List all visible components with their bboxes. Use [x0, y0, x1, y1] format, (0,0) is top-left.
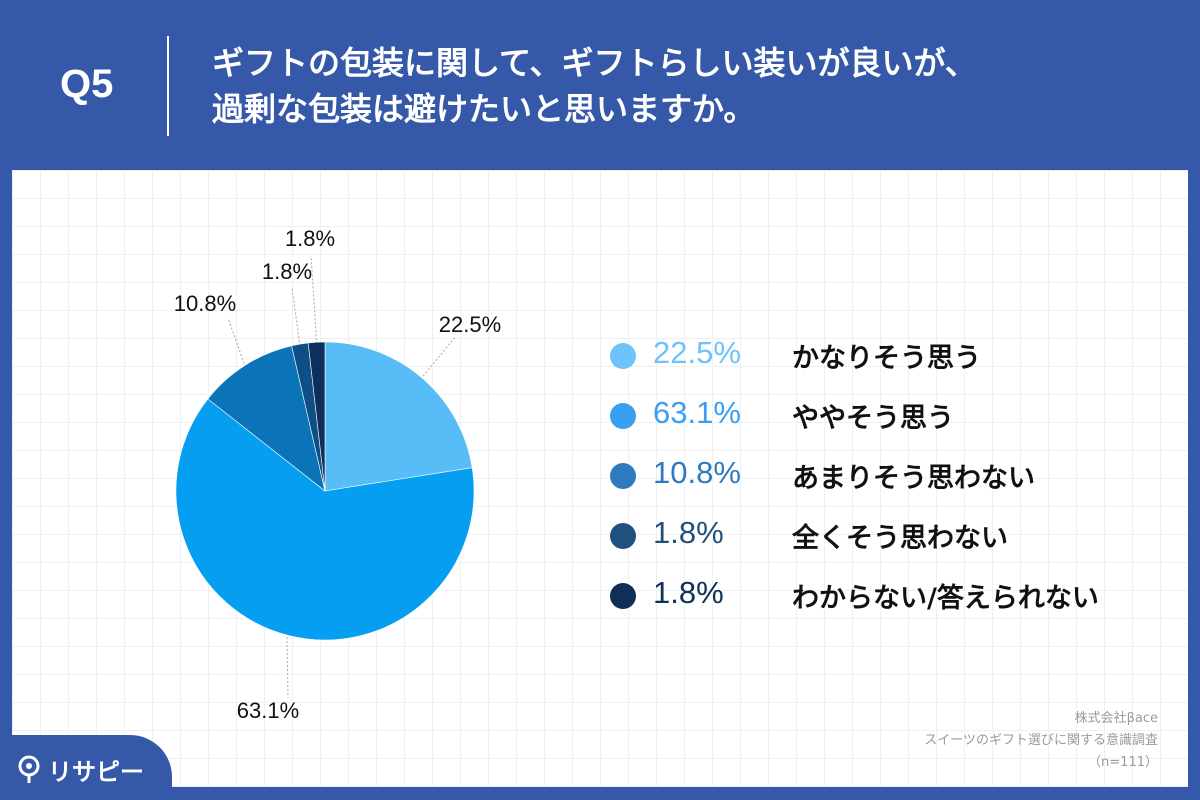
legend-item: 10.8% あまりそう思わない [610, 450, 1170, 510]
data-label: 10.8% [174, 291, 236, 316]
legend-dot-icon [610, 583, 636, 609]
leader-line [227, 317, 245, 364]
legend-percent: 10.8% [653, 455, 741, 490]
source-note: 株式会社βace スイーツのギフト選びに関する意識調査 （n=111） [924, 708, 1158, 774]
source-survey: スイーツのギフト選びに関する意識調査 [924, 733, 1158, 748]
source-company: 株式会社βace [1074, 711, 1158, 726]
legend-item: 63.1% ややそう思う [610, 390, 1170, 450]
legend-item: 22.5% かなりそう思う [610, 330, 1170, 390]
legend-dot-icon [610, 523, 636, 549]
legend-dot-icon [610, 343, 636, 369]
source-sample-size: （n=111） [1088, 755, 1158, 770]
legend-item: 1.8% わからない/答えられない [610, 570, 1170, 630]
data-label: 22.5% [439, 312, 501, 337]
logo-text: リサピー [48, 758, 144, 786]
legend-item: 1.8% 全くそう思わない [610, 510, 1170, 570]
question-title-line1: ギフトの包装に関して、ギフトらしい装いが良いが、 [212, 44, 977, 82]
legend-percent: 22.5% [653, 335, 741, 370]
header: Q5 ギフトの包装に関して、ギフトらしい装いが良いが、 過剰な包装は避けたいと思… [0, 0, 1200, 170]
legend-dot-icon [610, 403, 636, 429]
pie-slice [207, 345, 326, 492]
legend: 22.5% かなりそう思う 63.1% ややそう思う 10.8% あまりそう思わ… [610, 330, 1170, 630]
pie-slice [175, 398, 475, 641]
pin-icon [18, 755, 40, 783]
legend-label: 全くそう思わない [792, 523, 1008, 554]
legend-label: わからない/答えられない [792, 583, 1099, 614]
data-label: 63.1% [237, 698, 299, 723]
leader-line [286, 637, 289, 699]
leader-line [422, 335, 457, 377]
legend-dot-icon [610, 463, 636, 489]
legend-label: かなりそう思う [792, 343, 981, 374]
legend-percent: 63.1% [653, 395, 741, 430]
legend-percent: 1.8% [653, 575, 724, 610]
pie-slice [307, 341, 326, 492]
question-title: ギフトの包装に関して、ギフトらしい装いが良いが、 過剰な包装は避けたいと思います… [212, 40, 1172, 132]
question-title-line2: 過剰な包装は避けたいと思いますか。 [212, 90, 756, 128]
legend-label: あまりそう思わない [792, 463, 1035, 494]
logo: リサピー [16, 752, 144, 787]
data-label: 1.8% [262, 259, 312, 284]
legend-label: ややそう思う [792, 403, 954, 434]
leader-line [291, 287, 301, 343]
data-label: 1.8% [285, 226, 335, 251]
pie-slice [324, 341, 473, 492]
legend-percent: 1.8% [653, 515, 724, 550]
question-number: Q5 [60, 62, 114, 106]
divider [167, 36, 169, 136]
